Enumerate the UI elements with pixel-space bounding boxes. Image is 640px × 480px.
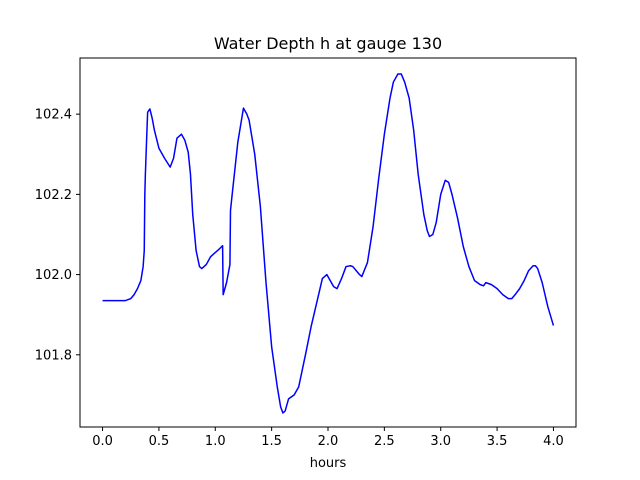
x-tick-label: 1.0 [205,434,226,449]
x-tick-label: 3.5 [487,434,508,449]
axes: 0.0 0.5 1.0 1.5 2.0 2.5 3.0 3.5 4.0 101.8 102.0 102… [35,57,577,449]
chart-title: Water Depth h at gauge 130 [214,34,442,53]
x-tick-label: 0.0 [92,434,113,449]
y-tick-label: 102.4 [35,108,72,123]
x-tick-label: 0.5 [149,434,170,449]
x-tick-label: 3.0 [430,434,451,449]
series-line-0 [102,73,555,414]
x-tick-label: 2.0 [318,434,339,449]
y-tick-label: 102.0 [35,268,72,283]
plot-area [102,73,555,414]
x-tick-label: 1.5 [261,434,282,449]
y-tick-label: 101.8 [35,348,72,363]
x-tick-label: 2.5 [374,434,395,449]
x-tick-label: 4.0 [543,434,564,449]
y-tick-label: 102.2 [35,188,72,203]
x-axis-label: hours [310,456,347,471]
